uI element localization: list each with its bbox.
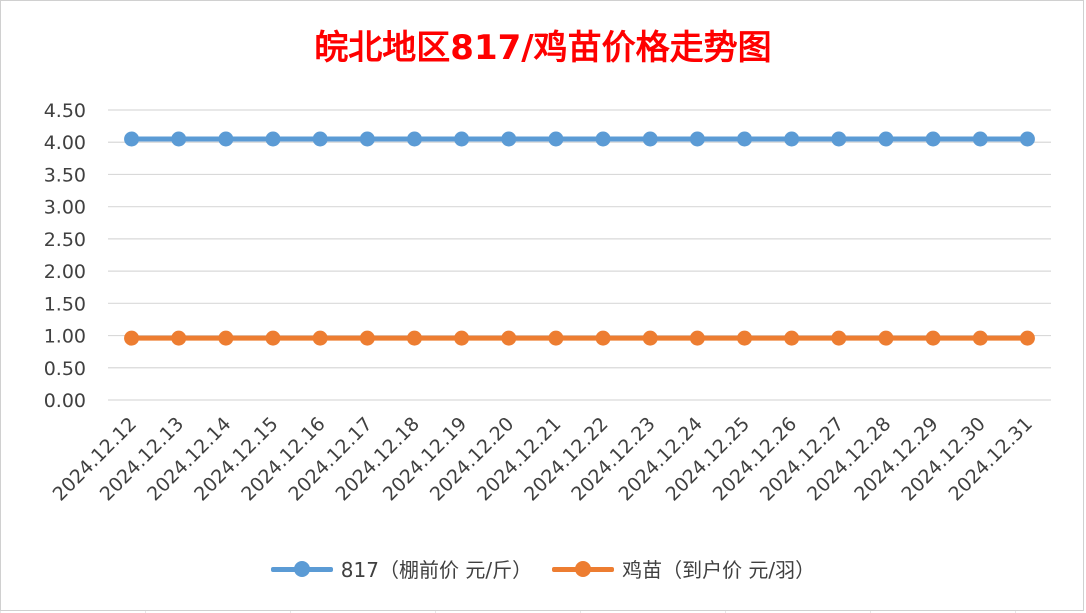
- data-point-2: [406, 330, 422, 346]
- data-point-1: [454, 131, 470, 147]
- data-point-1: [171, 131, 187, 147]
- y-tick-label: 3.50: [44, 164, 86, 186]
- y-tick-label: 4.00: [44, 132, 86, 154]
- legend-marker-1: [270, 559, 333, 579]
- data-point-2: [359, 330, 375, 346]
- y-tick-label: 2.00: [44, 261, 86, 283]
- data-point-2: [548, 330, 564, 346]
- data-point-1: [406, 131, 422, 147]
- legend-label-2: 鸡苗（到户价 元/羽）: [622, 558, 816, 582]
- legend-item-2: 鸡苗（到户价 元/羽）: [552, 554, 815, 583]
- chart-title: 皖北地区817/鸡苗价格走势图: [314, 28, 772, 68]
- data-point-2: [737, 330, 753, 346]
- data-point-2: [689, 330, 705, 346]
- data-point-2: [831, 330, 847, 346]
- data-point-1: [642, 131, 658, 147]
- data-point-1: [548, 131, 564, 147]
- y-tick-label: 2.50: [44, 229, 86, 251]
- data-point-1: [784, 131, 800, 147]
- data-point-2: [784, 330, 800, 346]
- data-point-2: [454, 330, 470, 346]
- data-point-1: [878, 131, 894, 147]
- data-point-1: [972, 131, 988, 147]
- data-point-2: [1019, 330, 1035, 346]
- data-point-1: [312, 131, 328, 147]
- legend-label-1: 817（棚前价 元/斤）: [340, 558, 533, 582]
- data-point-1: [595, 131, 611, 147]
- y-tick-label: 0.00: [44, 390, 86, 412]
- y-tick-label: 1.50: [44, 293, 86, 315]
- y-tick-label: 0.50: [44, 358, 86, 380]
- data-point-2: [972, 330, 988, 346]
- data-point-2: [265, 330, 281, 346]
- data-point-1: [218, 131, 234, 147]
- data-point-2: [501, 330, 517, 346]
- legend-item-1: 817（棚前价 元/斤）: [270, 554, 533, 583]
- data-point-2: [642, 330, 658, 346]
- data-point-2: [124, 330, 140, 346]
- data-point-2: [312, 330, 328, 346]
- data-point-1: [501, 131, 517, 147]
- data-point-1: [359, 131, 375, 147]
- legend: 817（棚前价 元/斤） 鸡苗（到户价 元/羽）: [0, 554, 1086, 583]
- data-point-2: [878, 330, 894, 346]
- data-point-1: [925, 131, 941, 147]
- y-tick-label: 3.00: [44, 197, 86, 219]
- y-tick-label: 1.00: [44, 326, 86, 348]
- data-point-1: [737, 131, 753, 147]
- data-point-2: [925, 330, 941, 346]
- y-tick-label: 4.50: [44, 100, 86, 122]
- data-point-1: [831, 131, 847, 147]
- data-point-2: [595, 330, 611, 346]
- data-point-2: [171, 330, 187, 346]
- data-point-2: [218, 330, 234, 346]
- data-point-1: [124, 131, 140, 147]
- data-point-1: [265, 131, 281, 147]
- data-point-1: [1019, 131, 1035, 147]
- legend-marker-2: [552, 559, 615, 579]
- data-point-1: [689, 131, 705, 147]
